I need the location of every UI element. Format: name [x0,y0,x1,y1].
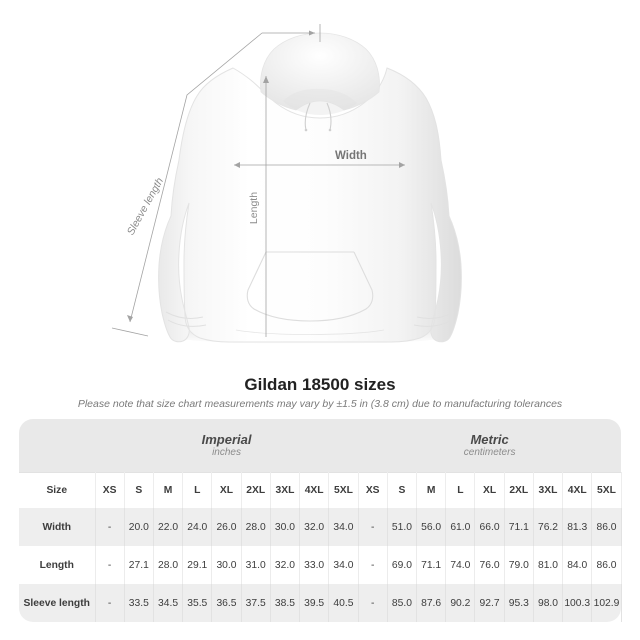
svg-text:Sleeve length: Sleeve length [125,176,166,238]
svg-text:Length: Length [248,192,260,224]
svg-text:Width: Width [335,150,367,162]
